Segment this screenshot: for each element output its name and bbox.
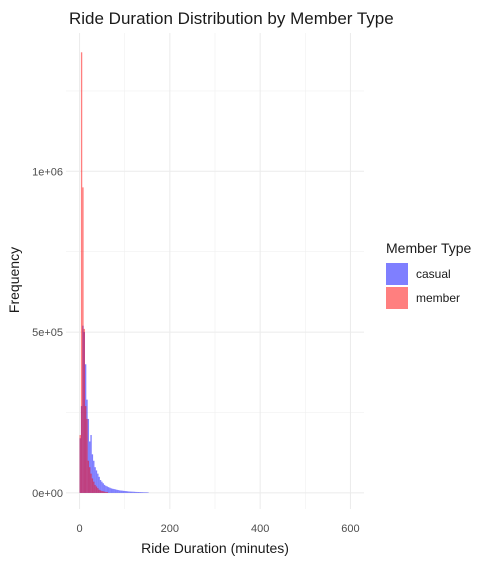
bar-member [84, 406, 87, 493]
x-tick-label: 600 [341, 523, 359, 535]
bar-casual [99, 480, 102, 493]
bar-casual [91, 454, 94, 493]
bar-casual [112, 488, 114, 493]
bar-member [97, 488, 99, 493]
bar-casual [87, 418, 90, 493]
bar-member [103, 491, 106, 493]
bar-member [102, 491, 104, 493]
x-axis-title: Ride Duration (minutes) [141, 540, 289, 556]
bar-member [105, 491, 107, 493]
bar-casual [125, 491, 127, 493]
x-axis-ticks: 0 200 400 600 [76, 523, 359, 535]
bar-casual [140, 492, 142, 493]
bar-casual [128, 491, 130, 493]
bar-casual [101, 481, 103, 493]
bar-member [98, 489, 100, 493]
bar-member [89, 467, 91, 493]
bar-casual [131, 491, 133, 493]
y-tick-label: 1e+06 [32, 166, 63, 178]
y-tick-label: 0e+00 [32, 488, 63, 500]
legend-label-member: member [416, 291, 460, 305]
bar-casual [147, 492, 149, 493]
bar-casual [137, 492, 140, 493]
bar-casual [126, 491, 129, 493]
bar-casual [124, 490, 126, 493]
bar-casual [144, 492, 146, 493]
histogram-bars [79, 52, 149, 493]
bar-casual [114, 489, 117, 493]
bar-member [93, 481, 95, 493]
bar-casual [116, 489, 118, 493]
bar-casual [95, 470, 98, 493]
bar-casual [102, 483, 104, 493]
bar-member [95, 486, 98, 493]
y-tick-label: 5e+05 [32, 327, 63, 339]
bar-casual [97, 473, 99, 493]
legend: Member Type casual member [386, 240, 472, 309]
bar-member [106, 492, 108, 493]
bar-member [91, 478, 94, 493]
bar-member [79, 435, 81, 493]
legend-key-casual [386, 263, 408, 285]
bar-member [86, 418, 88, 493]
bar-casual [133, 491, 136, 493]
bar-casual [90, 435, 92, 493]
x-tick-label: 0 [76, 523, 82, 535]
bar-casual [103, 484, 106, 493]
bar-casual [98, 476, 100, 493]
bar-casual [107, 487, 110, 493]
bar-casual [129, 491, 132, 493]
bar-casual [113, 489, 115, 493]
bar-casual [136, 491, 138, 493]
bar-casual [106, 486, 108, 493]
x-tick-label: 400 [251, 523, 269, 535]
legend-label-casual: casual [416, 267, 451, 281]
bar-casual [145, 492, 148, 493]
legend-title: Member Type [386, 240, 472, 256]
bar-casual [118, 490, 121, 493]
bar-casual [135, 491, 137, 493]
bar-casual [117, 490, 119, 493]
grid-lines [66, 33, 364, 509]
bar-member [94, 484, 96, 493]
bar-casual [122, 490, 125, 493]
bar-casual [139, 492, 141, 493]
bar-member [80, 52, 83, 493]
y-axis-title: Frequency [6, 247, 22, 313]
x-tick-label: 200 [161, 523, 179, 535]
legend-key-member [386, 287, 408, 309]
bar-casual [110, 488, 113, 493]
bar-member [101, 490, 103, 493]
bar-casual [94, 467, 96, 493]
bar-casual [120, 490, 122, 493]
bar-casual [109, 487, 111, 493]
bar-member [83, 328, 85, 493]
y-axis-ticks: 0e+00 5e+05 1e+06 [32, 166, 63, 500]
bar-casual [141, 492, 144, 493]
bar-casual [121, 490, 123, 493]
bar-casual [143, 492, 145, 493]
bar-casual [132, 491, 134, 493]
bar-member [90, 473, 92, 493]
bar-member [82, 187, 84, 493]
bar-member [87, 460, 90, 493]
chart-title: Ride Duration Distribution by Member Typ… [69, 9, 394, 28]
bar-casual [93, 460, 95, 493]
bar-member [99, 490, 102, 493]
bar-casual [105, 485, 107, 493]
